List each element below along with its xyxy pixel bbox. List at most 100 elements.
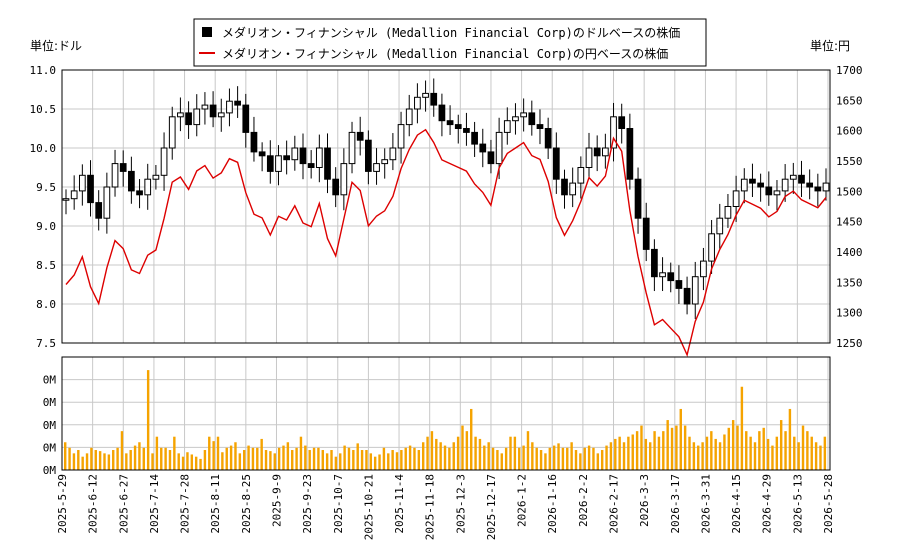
volume-bar <box>85 453 89 470</box>
candle-body <box>315 147 323 168</box>
left-tick-label: 9.5 <box>36 181 56 194</box>
volume-bar <box>535 447 538 470</box>
volume-bar <box>295 447 298 470</box>
volume-bar <box>247 445 250 470</box>
volume-bar <box>649 442 652 470</box>
volume-bar <box>282 445 285 470</box>
x-tick-label: 2026-4-15 <box>730 474 743 534</box>
volume-bar <box>723 434 726 470</box>
volume-bar <box>181 456 185 470</box>
volume-bar <box>203 450 207 470</box>
candle-body <box>446 120 454 126</box>
volume-bar <box>308 450 311 470</box>
x-tick-label: 2026-5-13 <box>791 474 804 534</box>
candle-body <box>503 120 511 133</box>
candle-body <box>683 287 691 305</box>
candle-body <box>544 128 552 149</box>
volume-bar <box>788 408 792 470</box>
candle-body <box>373 163 380 172</box>
candle-body <box>103 186 111 219</box>
volume-bar <box>125 453 128 470</box>
volume-bar <box>653 431 656 470</box>
volume-bar <box>439 442 442 470</box>
volume-bar <box>343 445 346 470</box>
volume-bar <box>373 456 377 470</box>
volume-bar <box>382 447 386 470</box>
volume-bar <box>417 450 421 470</box>
candle-body <box>226 100 233 114</box>
candle-body <box>675 280 683 289</box>
volume-bar <box>68 447 71 470</box>
candle-body <box>798 174 805 184</box>
volume-bar <box>456 436 460 470</box>
candle-body <box>397 124 405 149</box>
volume-bar <box>199 458 202 470</box>
candle-body <box>250 131 258 153</box>
volume-bar <box>784 431 787 470</box>
volume-bar <box>600 450 604 470</box>
volume-bar <box>264 450 268 470</box>
volume-bar <box>72 453 76 470</box>
volume-bar <box>509 436 512 470</box>
right-axis-ticks: 1250 1300 1350 1400 1450 1500 1550 1600 1650 1700 <box>836 64 863 350</box>
volume-bar <box>657 436 661 470</box>
candle-body <box>814 186 822 192</box>
right-tick-label: 1450 <box>836 216 863 229</box>
volume-bar <box>356 443 359 470</box>
volume-bar <box>675 425 678 470</box>
x-tick-label: 2026-1-2 <box>516 474 529 527</box>
volume-bar <box>426 436 429 470</box>
candle-body <box>193 108 201 126</box>
volume-bar <box>670 427 674 470</box>
candle-body <box>160 147 168 176</box>
volume-bar <box>408 445 412 470</box>
x-tick-label: 2025-8-11 <box>209 474 222 534</box>
volume-bar <box>164 447 167 470</box>
volume-bar <box>806 431 809 470</box>
right-tick-label: 1350 <box>836 276 863 289</box>
candle-body <box>601 147 609 157</box>
volume-bar <box>710 431 713 470</box>
candle-body <box>119 163 127 172</box>
volume-bar <box>461 425 464 470</box>
volume-tick-label: 0M <box>43 419 57 432</box>
volume-bar <box>531 442 534 470</box>
candle-body <box>724 206 732 219</box>
volume-bar <box>579 453 582 470</box>
volume-bar <box>583 447 586 470</box>
volume-bar <box>142 447 145 470</box>
x-tick-label: 2025-8-25 <box>240 474 253 534</box>
candle-body <box>642 217 650 250</box>
candle-body <box>585 147 593 168</box>
legend-box <box>193 18 707 67</box>
left-unit-label: 単位:ドル <box>30 38 82 53</box>
volume-bar <box>566 447 569 470</box>
volume-bar <box>64 442 67 470</box>
volume-bar <box>413 447 416 470</box>
volume-bar <box>378 454 381 470</box>
candle-body <box>324 147 331 180</box>
left-tick-label: 11.0 <box>30 64 57 77</box>
legend-usd-marker <box>202 27 212 37</box>
volume-bar <box>216 436 220 470</box>
candle-body <box>266 155 274 172</box>
volume-bar <box>339 453 342 470</box>
candle-body <box>144 178 152 196</box>
candle-body <box>365 139 372 172</box>
volume-bar <box>334 456 338 470</box>
volume-bar <box>627 436 630 470</box>
volume-bar <box>496 450 499 470</box>
candle-body <box>177 112 184 118</box>
candle-body <box>610 116 617 149</box>
volume-bar <box>112 450 115 470</box>
x-tick-label: 2025-7-14 <box>148 474 161 534</box>
x-tick-label: 2025-12-17 <box>485 474 498 540</box>
candle-body <box>651 248 658 278</box>
legend: メダリオン・フィナンシャル (Medallion Financial Corp)… <box>193 18 707 67</box>
volume-bar <box>753 442 757 470</box>
volume-bar <box>273 453 276 470</box>
volume-bar <box>635 431 639 470</box>
volume-bar <box>177 453 180 470</box>
volume-bar <box>146 370 150 470</box>
